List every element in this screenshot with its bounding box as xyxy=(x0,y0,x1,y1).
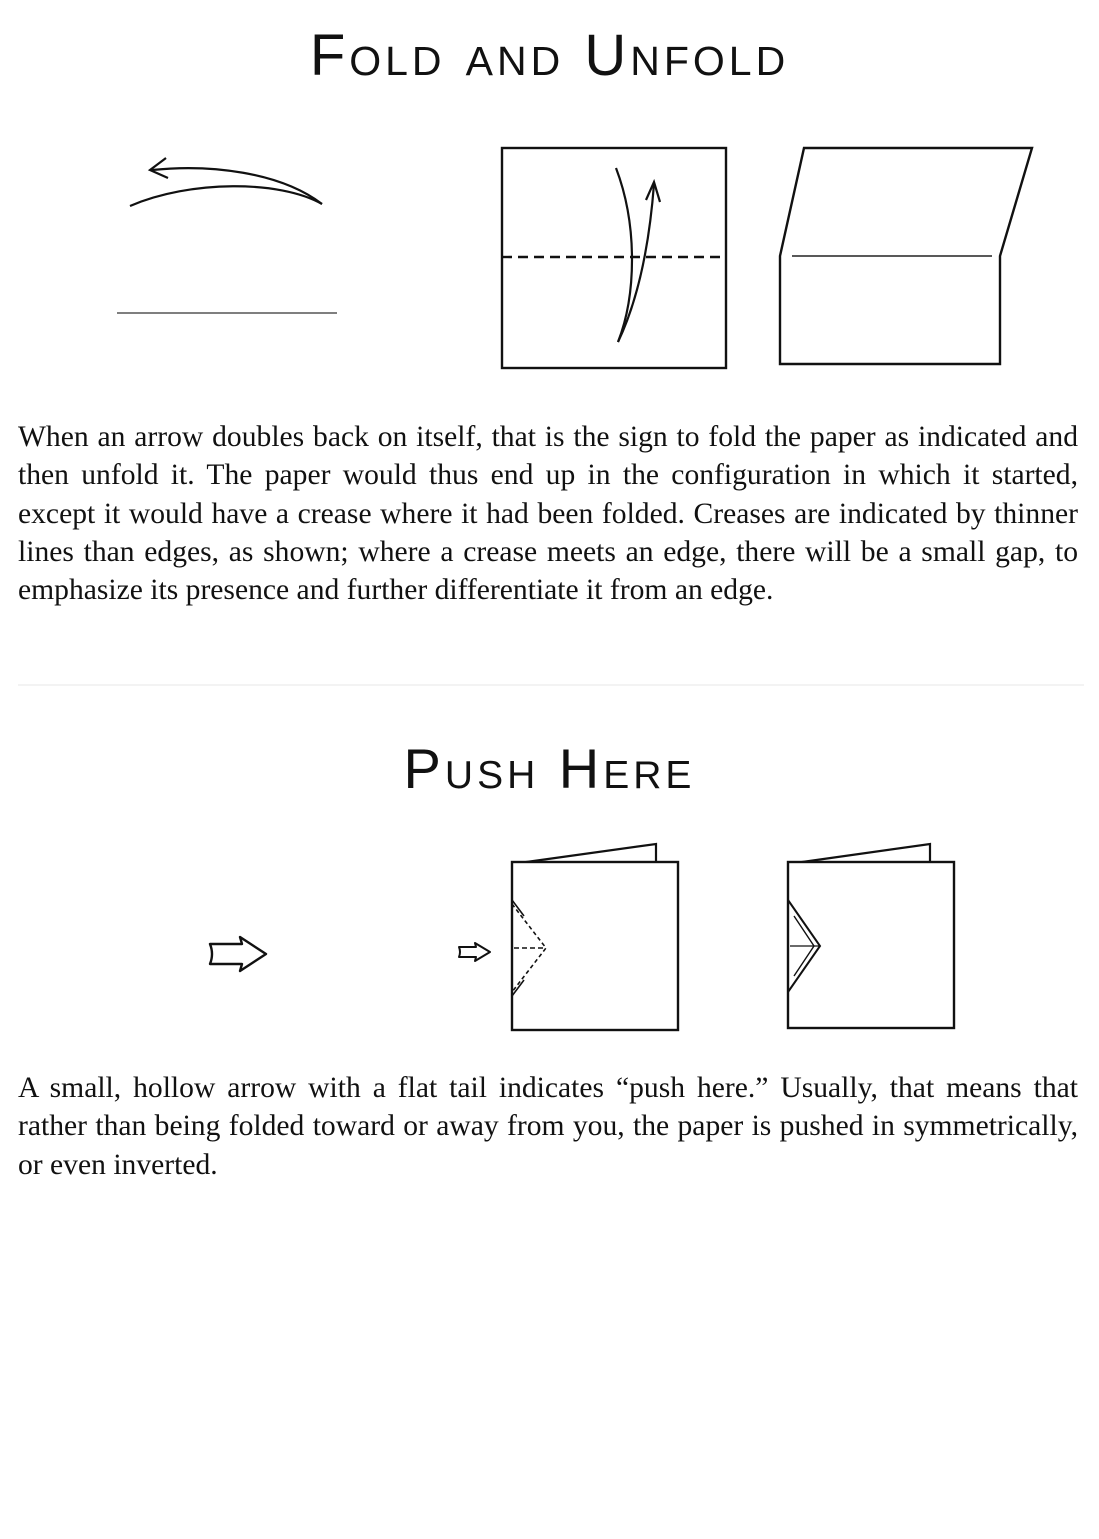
push-arrow-icon xyxy=(208,935,268,973)
small-push-arrow-icon xyxy=(458,942,491,962)
crease-line-sample xyxy=(117,312,337,314)
section-divider xyxy=(18,684,1084,686)
push-after-diagram xyxy=(786,842,956,1030)
section-title-fold-and-unfold: Fold and Unfold xyxy=(309,23,790,88)
push-before-diagram xyxy=(510,842,680,1032)
curved-arrow-icon xyxy=(129,157,323,208)
crease-result-diagram xyxy=(778,146,1034,366)
fold-unfold-diagram xyxy=(500,146,728,370)
paragraph-fold-and-unfold: When an arrow doubles back on itself, th… xyxy=(18,421,1078,607)
paragraph-push-here: A small, hollow arrow with a flat tail i… xyxy=(18,1072,1078,1181)
section-title-push-here: Push Here xyxy=(403,737,696,800)
